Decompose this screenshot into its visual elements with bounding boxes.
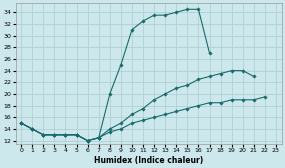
X-axis label: Humidex (Indice chaleur): Humidex (Indice chaleur): [94, 156, 203, 164]
